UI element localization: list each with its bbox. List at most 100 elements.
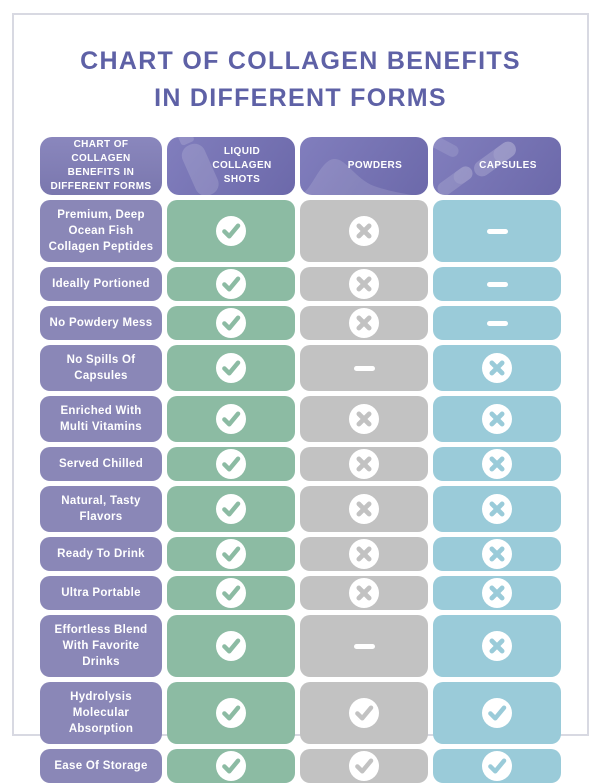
cross-icon [482, 404, 512, 434]
cross-icon [349, 404, 379, 434]
value-cell [167, 537, 295, 571]
benefit-row-label: Ease Of Storage [40, 749, 162, 783]
value-cell [433, 537, 561, 571]
value-cell [433, 447, 561, 481]
value-cell [433, 200, 561, 262]
benefit-row-label: Ultra Portable [40, 576, 162, 610]
value-cell [167, 576, 295, 610]
page-title-line2: IN DIFFERENT FORMS [154, 84, 447, 112]
benefit-label-text: Served Chilled [58, 458, 144, 470]
page-title-line1: CHART OF COLLAGEN BENEFITS [80, 47, 521, 75]
check-icon [216, 539, 246, 569]
check-icon [216, 449, 246, 479]
column-header-label: LIQUID COLLAGEN SHOTS [212, 146, 272, 185]
value-cell [433, 682, 561, 744]
benefit-row-label: Ready To Drink [40, 537, 162, 571]
value-cell [300, 486, 428, 532]
benefit-label-text: Effortless Blend With Favorite Drinks [54, 624, 148, 668]
dash-icon [486, 281, 508, 287]
dash-icon [486, 228, 508, 234]
benefit-row-label: Served Chilled [40, 447, 162, 481]
value-cell [167, 447, 295, 481]
value-cell [300, 396, 428, 442]
value-cell [300, 306, 428, 340]
column-header-label: CAPSULES [479, 160, 537, 171]
value-cell [167, 200, 295, 262]
benefit-label-text: Ease Of Storage [54, 760, 148, 772]
benefit-row-label: Premium, Deep Ocean Fish Collagen Peptid… [40, 200, 162, 262]
benefit-row-label: No Spills Of Capsules [40, 345, 162, 391]
check-icon [482, 698, 512, 728]
infographic-card: CHART OF COLLAGEN BENEFITS IN DIFFERENT … [12, 13, 589, 783]
column-header-capsules: CAPSULES [433, 137, 561, 195]
benefit-row-label: Hydrolysis Molecular Absorption [40, 682, 162, 744]
value-cell [167, 486, 295, 532]
page-title: CHART OF COLLAGEN BENEFITS IN DIFFERENT … [14, 43, 587, 117]
benefit-label-text: Ready To Drink [57, 548, 145, 560]
value-cell [433, 615, 561, 677]
value-cell [300, 447, 428, 481]
value-cell [167, 345, 295, 391]
corner-header-cell: CHART OF COLLAGEN BENEFITS IN DIFFERENT … [40, 137, 162, 195]
value-cell [300, 267, 428, 301]
comparison-table: CHART OF COLLAGEN BENEFITS IN DIFFERENT … [40, 137, 561, 783]
check-icon [216, 353, 246, 383]
benefit-label-text: Enriched With Multi Vitamins [60, 405, 142, 433]
value-cell [433, 267, 561, 301]
value-cell [300, 615, 428, 677]
check-icon [349, 751, 379, 781]
value-cell [167, 267, 295, 301]
cross-icon [482, 631, 512, 661]
check-icon [216, 308, 246, 338]
cross-icon [349, 578, 379, 608]
value-cell [167, 306, 295, 340]
benefit-label-text: Premium, Deep Ocean Fish Collagen Peptid… [48, 209, 154, 253]
benefit-label-text: Ideally Portioned [52, 278, 150, 290]
value-cell [300, 682, 428, 744]
dash-icon [486, 320, 508, 326]
check-icon [216, 578, 246, 608]
value-cell [167, 396, 295, 442]
value-cell [433, 486, 561, 532]
dash-icon [353, 643, 375, 649]
column-header-label: POWDERS [347, 160, 403, 171]
value-cell [433, 345, 561, 391]
cross-icon [349, 539, 379, 569]
cross-icon [482, 449, 512, 479]
value-cell [433, 306, 561, 340]
column-header-liquid-collagen-shots: LIQUID COLLAGEN SHOTS [167, 137, 295, 195]
benefit-row-label: Effortless Blend With Favorite Drinks [40, 615, 162, 677]
benefit-label-text: Natural, Tasty Flavors [61, 495, 141, 523]
value-cell [300, 537, 428, 571]
benefit-label-text: No Spills Of Capsules [66, 354, 136, 382]
benefit-row-label: Natural, Tasty Flavors [40, 486, 162, 532]
cross-icon [349, 216, 379, 246]
check-icon [216, 404, 246, 434]
benefit-row-label: Ideally Portioned [40, 267, 162, 301]
corner-header-label: CHART OF COLLAGEN BENEFITS IN DIFFERENT … [50, 139, 152, 192]
cross-icon [349, 494, 379, 524]
dash-icon [353, 365, 375, 371]
value-cell [300, 749, 428, 783]
value-cell [167, 682, 295, 744]
check-icon [216, 216, 246, 246]
check-icon [216, 494, 246, 524]
value-cell [433, 576, 561, 610]
cross-icon [482, 353, 512, 383]
value-cell [433, 396, 561, 442]
value-cell [433, 749, 561, 783]
cross-icon [482, 578, 512, 608]
check-icon [216, 751, 246, 781]
value-cell [300, 576, 428, 610]
value-cell [167, 749, 295, 783]
benefit-row-label: Enriched With Multi Vitamins [40, 396, 162, 442]
benefit-label-text: Hydrolysis Molecular Absorption [68, 691, 134, 735]
cross-icon [349, 449, 379, 479]
benefit-label-text: Ultra Portable [61, 587, 141, 599]
check-icon [349, 698, 379, 728]
check-icon [216, 698, 246, 728]
column-header-powders: POWDERS [300, 137, 428, 195]
benefit-row-label: No Powdery Mess [40, 306, 162, 340]
value-cell [300, 200, 428, 262]
value-cell [167, 615, 295, 677]
